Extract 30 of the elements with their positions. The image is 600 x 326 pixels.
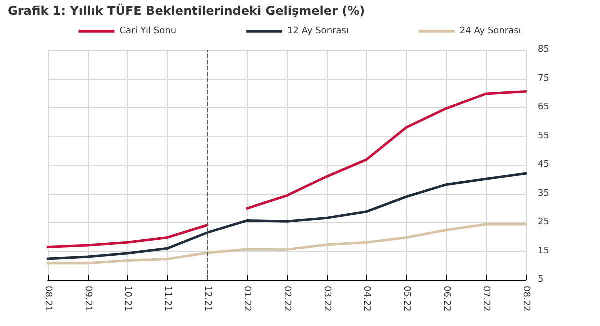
- legend-label: 12 Ay Sonrası: [288, 26, 349, 36]
- x-tick-label: 07.22: [481, 286, 492, 312]
- y-tick-label: 25: [538, 218, 550, 228]
- x-tick-label: 01.22: [242, 286, 252, 312]
- y-tick-label: 15: [538, 246, 550, 256]
- y-tick-label: 75: [538, 74, 550, 84]
- x-tick-label: 09.21: [82, 286, 93, 312]
- x-tick-label: 06.22: [441, 286, 452, 312]
- legend-label: 24 Ay Sonrası: [460, 26, 522, 36]
- y-tick-label: 5: [538, 275, 544, 285]
- x-tick-label: 11.21: [162, 286, 172, 312]
- x-tick-label: 12.21: [202, 286, 212, 312]
- y-tick-label: 55: [538, 131, 550, 142]
- line-series: [46, 172, 528, 260]
- x-tick-label: 02.22: [282, 286, 292, 312]
- x-tick-label: 08.21: [43, 286, 53, 312]
- y-tick-label: 45: [538, 160, 550, 170]
- x-tick-label: 08.22: [521, 286, 531, 312]
- line-series: [46, 223, 528, 265]
- legend-label: Cari Yıl Sonu: [120, 26, 177, 36]
- x-tick-label: 05.22: [402, 286, 412, 312]
- x-tick-label: 03.22: [322, 286, 332, 312]
- y-tick-label: 65: [538, 102, 550, 112]
- chart-title: Grafik 1: Yıllık TÜFE Beklentilerindeki Gelişmeler (%): [8, 4, 366, 18]
- line-series: [246, 90, 528, 210]
- x-tick-label: 10.21: [122, 286, 133, 312]
- line-series: [46, 224, 209, 248]
- x-tick-label: 04.22: [362, 286, 372, 312]
- y-tick-label: 35: [538, 188, 550, 199]
- y-tick-label: 85: [538, 45, 550, 55]
